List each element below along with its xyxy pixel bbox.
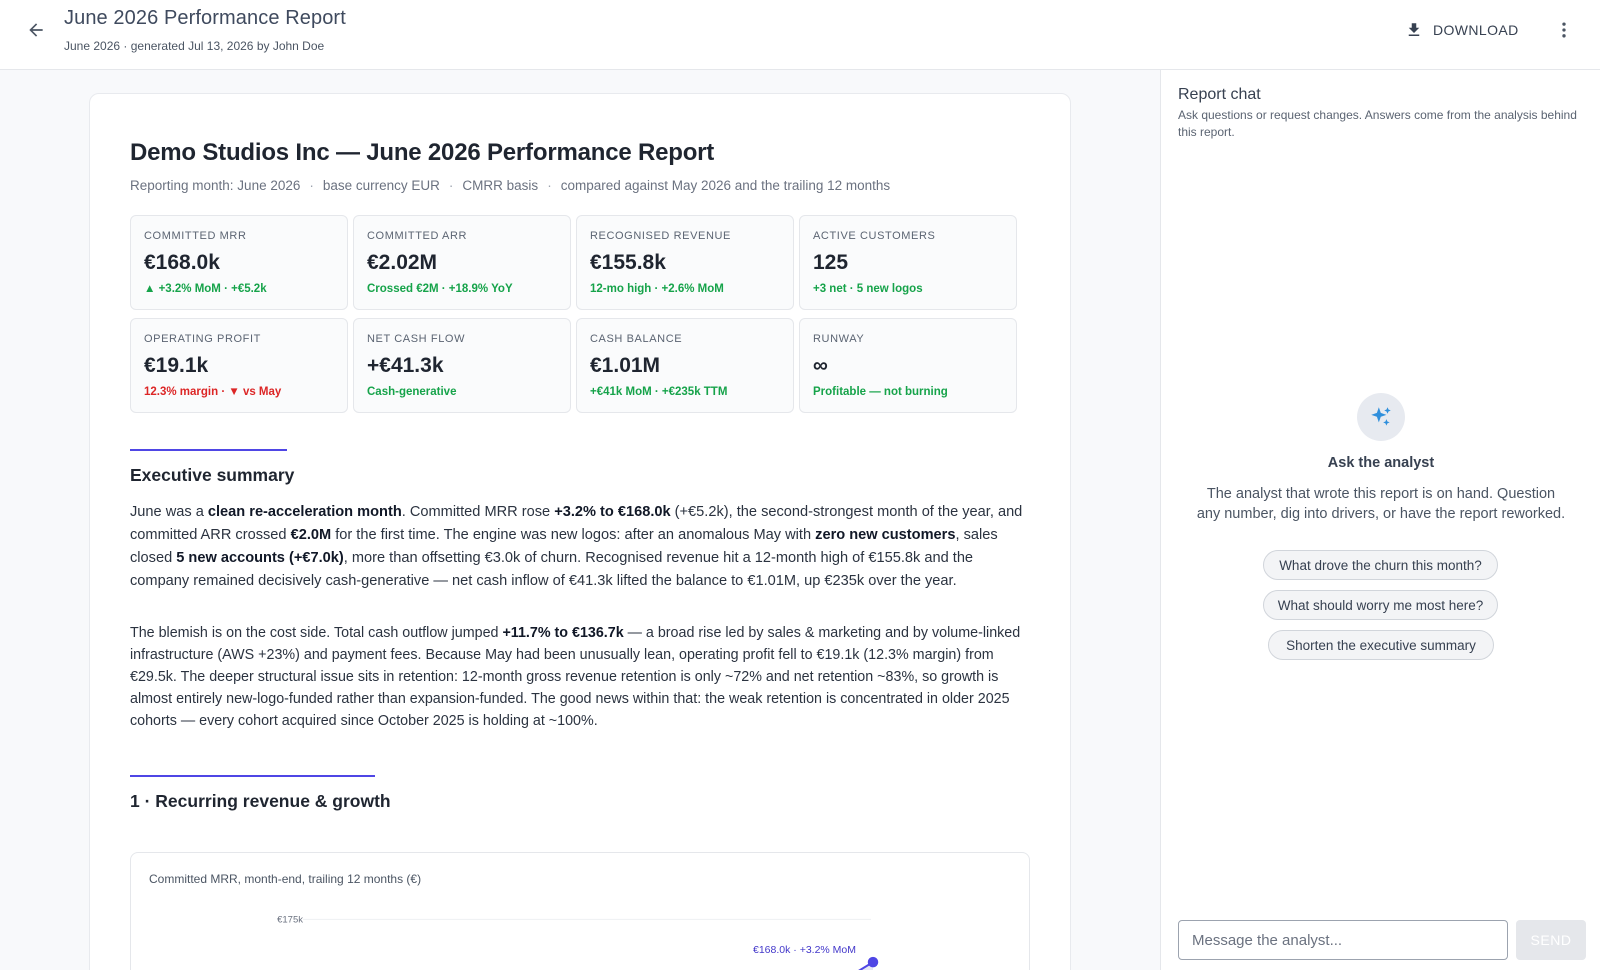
kpi-label: CASH BALANCE: [590, 333, 683, 345]
exec-summary-heading: Executive summary: [130, 465, 295, 485]
y-tick-label: €175k: [277, 914, 303, 925]
emphasis-text: +3.2% to €168.0k: [554, 504, 671, 520]
section-rule: [130, 775, 375, 777]
kpi-delta: Crossed €2M · +18.9% YoY: [367, 283, 513, 295]
kpi-operating-profit: OPERATING PROFIT €19.1k 12.3% margin · ▼…: [130, 318, 348, 413]
chat-subtitle: Ask questions or request changes. Answer…: [1178, 108, 1577, 139]
send-button[interactable]: SEND: [1516, 920, 1586, 960]
kpi-label: NET CASH FLOW: [367, 333, 466, 345]
body-text: for the first time. The engine was new l…: [331, 527, 816, 543]
report-area[interactable]: Demo Studios Inc — June 2026 Performance…: [0, 70, 1160, 970]
emphasis-text: €2.0M: [290, 527, 332, 543]
kpi-net-cash-flow: NET CASH FLOW +€41.3k Cash-generative: [353, 318, 571, 413]
page-subtitle: June 2026 · generated Jul 13, 2026 by Jo…: [64, 39, 325, 53]
body-text: June was a: [130, 504, 208, 520]
report-title: Demo Studios Inc — June 2026 Performance…: [130, 139, 715, 166]
kpi-delta: Profitable — not burning: [813, 386, 948, 398]
exec-summary-paragraph-1: June was a clean re-acceleration month. …: [130, 501, 1030, 593]
kpi-delta: +€41k MoM · +€235k TTM: [590, 386, 728, 398]
kpi-cash-balance: CASH BALANCE €1.01M +€41k MoM · +€235k T…: [576, 318, 794, 413]
ask-analyst-description: The analyst that wrote this report is on…: [1196, 486, 1566, 522]
body-text: — a broad rise led by sales & marketing …: [130, 625, 1021, 729]
series-line: [858, 961, 874, 970]
emphasis-text: clean re-acceleration month: [207, 504, 402, 520]
kpi-delta: +3 net · 5 new logos: [813, 283, 923, 295]
download-label: DOWNLOAD: [1433, 22, 1519, 38]
section-1-heading: 1 · Recurring revenue & growth: [130, 791, 391, 811]
arrow-left-icon: [29, 23, 43, 37]
download-button[interactable]: DOWNLOAD: [1405, 17, 1519, 43]
mrr-line-chart: €175k€165k€168.0k · +3.2% MoM: [277, 914, 879, 970]
kpi-label: ACTIVE CUSTOMERS: [813, 230, 936, 242]
suggestion-chip-shorten[interactable]: Shorten the executive summary: [1268, 630, 1494, 660]
body-text: (+€5.2k), the second-strongest month of …: [130, 504, 1023, 543]
section-rule: [130, 449, 287, 451]
emphasis-text: +11.7% to €136.7k: [502, 625, 624, 641]
report-chat-panel: Report chat Ask questions or request cha…: [1160, 70, 1600, 970]
kpi-delta: Cash-generative: [367, 386, 457, 398]
kpi-label: COMMITTED MRR: [144, 230, 247, 242]
series-area: [860, 962, 873, 970]
kpi-label: RUNWAY: [813, 333, 865, 345]
page-title: June 2026 Performance Report: [64, 7, 346, 29]
meta-comparison: compared against May 2026 and the traili…: [560, 178, 891, 193]
mrr-chart-card: Committed MRR, month-end, trailing 12 mo…: [130, 852, 1030, 970]
more-vertical-icon: [1562, 22, 1566, 38]
kpi-value: €19.1k: [144, 354, 209, 377]
meta-separator: ·: [448, 178, 454, 193]
meta-separator: ·: [309, 178, 314, 193]
kpi-value: €2.02M: [367, 251, 438, 274]
kpi-value: €155.8k: [590, 251, 666, 274]
kpi-value: €168.0k: [144, 251, 220, 274]
suggestion-chip-worry[interactable]: What should worry me most here?: [1263, 590, 1498, 620]
kpi-delta: 12.3% margin · ▼ vs May: [144, 386, 282, 398]
download-icon: [1408, 23, 1420, 36]
kpi-runway: RUNWAY ∞ Profitable — not burning: [799, 318, 1017, 413]
kpi-active-customers: ACTIVE CUSTOMERS 125 +3 net · 5 new logo…: [799, 215, 1017, 310]
kpi-delta: ▲ +3.2% MoM · +€5.2k: [144, 283, 267, 295]
ask-analyst-title: Ask the analyst: [1327, 455, 1435, 471]
data-label: €168.0k · +3.2% MoM: [753, 944, 856, 956]
back-button[interactable]: [24, 18, 48, 42]
body-text: , sales closed: [130, 527, 998, 566]
meta-separator: ·: [547, 178, 552, 193]
message-input[interactable]: [1178, 920, 1508, 960]
kpi-value: €1.01M: [590, 354, 661, 377]
exec-summary-paragraph-2: The blemish is on the cost side. Total c…: [130, 622, 1030, 732]
meta-basis: CMRR basis: [462, 178, 539, 193]
kpi-committed-arr: COMMITTED ARR €2.02M Crossed €2M · +18.9…: [353, 215, 571, 310]
emphasis-text: zero new customers: [815, 527, 956, 543]
kpi-value: ∞: [813, 354, 828, 377]
body-text: , more than offsetting €3.0k of churn. R…: [130, 550, 974, 589]
chat-title: Report chat: [1178, 86, 1261, 103]
meta-currency: base currency EUR: [322, 178, 440, 193]
meta-reporting-month: Reporting month: June 2026: [130, 178, 301, 193]
data-point: [867, 956, 879, 968]
kpi-value: +€41.3k: [367, 354, 444, 377]
kpi-label: COMMITTED ARR: [367, 230, 468, 242]
chart-title: Committed MRR, month-end, trailing 12 mo…: [149, 872, 422, 886]
sparkle-icon: [1357, 393, 1405, 441]
kpi-delta: 12-mo high · +2.6% MoM: [590, 283, 724, 295]
kpi-committed-mrr: COMMITTED MRR €168.0k ▲ +3.2% MoM · +€5.…: [130, 215, 348, 310]
top-bar: June 2026 Performance Report June 2026 ·…: [0, 0, 1600, 70]
kpi-value: 125: [813, 251, 849, 274]
body-text: The blemish is on the cost side. Total c…: [130, 625, 503, 641]
more-menu-button[interactable]: [1552, 18, 1576, 42]
kpi-label: RECOGNISED REVENUE: [590, 230, 731, 242]
suggestion-chip-churn[interactable]: What drove the churn this month?: [1263, 550, 1498, 580]
report-meta: Reporting month: June 2026 · base curren…: [130, 178, 890, 193]
kpi-label: OPERATING PROFIT: [144, 333, 261, 345]
emphasis-text: 5 new accounts (+€7.0k): [176, 550, 344, 566]
report-card: Demo Studios Inc — June 2026 Performance…: [89, 93, 1071, 970]
kpi-recognised-revenue: RECOGNISED REVENUE €155.8k 12-mo high · …: [576, 215, 794, 310]
body-text: . Committed MRR rose: [401, 504, 555, 520]
